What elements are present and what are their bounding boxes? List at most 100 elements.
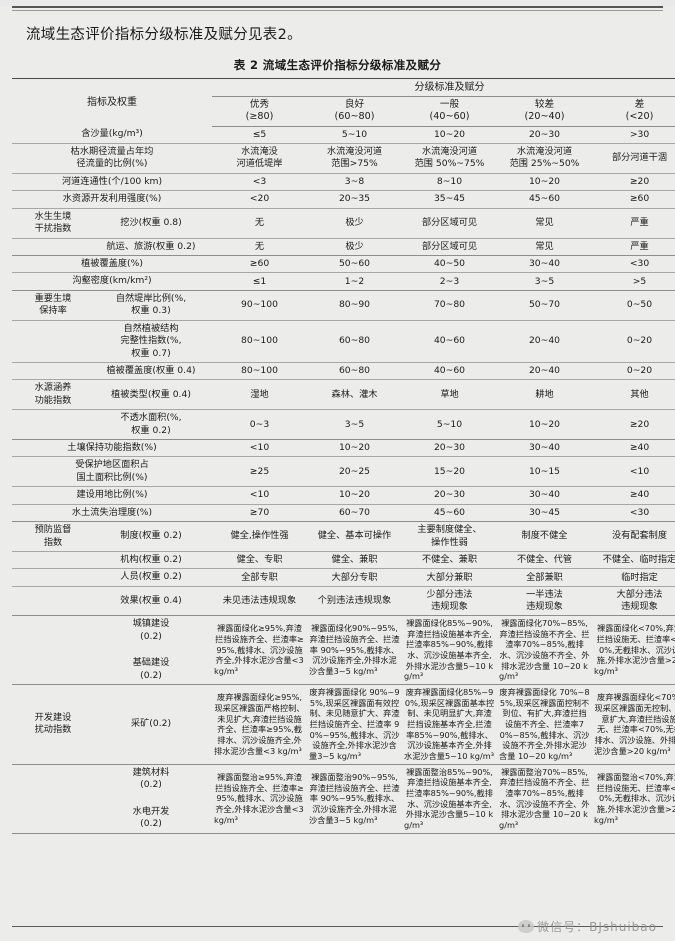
row-value: 健全、专职 — [212, 551, 307, 570]
dense-section-row: 建筑材料 (0.2) 水电开发 (0.2) 裸露面整治≥95%,弃渣拦挡设施齐全、拦渣率… — [12, 764, 675, 834]
row-value: ≤5 — [212, 126, 307, 145]
row-value-line: 35~45 — [433, 193, 466, 205]
row-value: 全部专职 — [212, 568, 307, 587]
row-value-line: >30 — [629, 128, 650, 140]
table-row: 重要生境 保持率 自然堤岸比例(%, 权重 0.3) 90~100 80~90 70~80 5… — [12, 290, 675, 321]
row-value-line: 严重 — [630, 240, 649, 252]
row-value-line: 50~70 — [528, 299, 561, 311]
row-value-line: 大部分违法 — [616, 588, 663, 600]
header-grade-good: 良好 (60~80) — [307, 96, 402, 127]
row-value-line: 森林、灌木 — [331, 388, 378, 400]
row-value-line: 20~35 — [338, 193, 371, 205]
row-value-line: 10~20 — [433, 128, 466, 140]
row-value: 8~10 — [402, 173, 497, 192]
row-label-line: 航运、旅游(权重 0.2) — [106, 240, 196, 252]
row-value: 水流淹没 河道低堤岸 — [212, 143, 307, 174]
row-label-line: 河道连通性(个/100 km) — [61, 175, 163, 187]
row-value-line: 健全、专职 — [236, 554, 283, 566]
row-value: 10~20 — [307, 486, 402, 505]
table-row: 建设用地比例(%) <10 10~20 20~30 30~40 ≥40 — [12, 486, 675, 505]
row-label: 含沙量(kg/m³) — [12, 126, 212, 145]
row-value: 严重 — [592, 208, 675, 239]
table-row: 含沙量(kg/m³) ≤5 5~10 10~20 20~30 >30 — [12, 126, 675, 145]
dense-sublabel-line: 建筑材料 — [132, 766, 170, 778]
row-label: 制度(权重 0.2) — [92, 530, 210, 542]
row-label-line: 植被覆盖度(权重 0.4) — [106, 364, 196, 376]
row-value-line: 40~50 — [433, 258, 466, 270]
row-label-line: 制度(权重 0.2) — [120, 530, 182, 542]
row-value-line: 范围 50%~75% — [414, 158, 485, 170]
dense-section-label-cell: 城镇建设 (0.2) 基础建设 (0.2) — [12, 616, 212, 686]
row-value: ≥60 — [212, 255, 307, 274]
row-value-line: 违规现象 — [526, 600, 563, 612]
row-value: 0~3 — [212, 409, 307, 441]
row-value-line: 20~30 — [433, 442, 466, 454]
row-value: 健全、基本可操作 — [307, 521, 402, 552]
table-row: 效果(权重 0.4) 未见违法违规现象 个别违法违规现象 少部分违法 违规现象 一半违法违… — [12, 586, 675, 617]
row-label-group: 效果(权重 0.4) — [12, 586, 212, 617]
dense-section-label-cell: 建筑材料 (0.2) 水电开发 (0.2) — [12, 764, 212, 834]
dense-sublabel-line: 采矿(0.2) — [130, 718, 172, 730]
row-value-line: 草地 — [440, 388, 459, 400]
grade-range: (<20) — [625, 111, 654, 123]
row-value-line: 45~60 — [433, 506, 466, 518]
row-value-line: 个别违法违规现象 — [317, 594, 392, 606]
dense-value: 裸露面整治<70%,弃渣拦挡设施无、拦渣率<70%,无截排水、沉沙设施,外排水泥… — [592, 764, 675, 834]
row-value-line: 15~20 — [433, 465, 466, 477]
dense-sublabel-line: 水电开发 — [132, 805, 170, 817]
row-value-line: 一半违法 — [526, 588, 563, 600]
row-value-line: <30 — [629, 258, 650, 270]
row-value-line: 1~2 — [344, 275, 365, 287]
row-label-line: 权重 0.7) — [131, 347, 171, 359]
row-value-line: ≥40 — [629, 489, 650, 501]
row-value-line: 严重 — [630, 217, 649, 229]
row-label-group: 人员(权重 0.2) — [12, 568, 212, 587]
row-label: 效果(权重 0.4) — [92, 595, 210, 607]
panda-icon — [518, 920, 535, 933]
row-value-line: 湿地 — [250, 388, 269, 400]
row-value-line: ≥60 — [249, 258, 270, 270]
row-value-line: 40~60 — [433, 335, 466, 347]
header-grade-average: 一般 (40~60) — [402, 96, 497, 127]
header-group-span: 分级标准及赋分 — [212, 77, 675, 97]
row-label: 土壤保持功能指数(%) — [12, 439, 212, 458]
row-value-line: 河道低堤岸 — [236, 158, 283, 170]
row-value-line: 30~40 — [528, 442, 561, 454]
row-label-line: 国土面积比例(%) — [76, 471, 148, 483]
row-value-line: 0~50 — [626, 299, 653, 311]
row-value: <10 — [212, 439, 307, 458]
row-value: 20~40 — [497, 362, 592, 381]
row-value-line: 制度不健全 — [521, 530, 568, 542]
header-grade-excellent: 优秀 (≥80) — [212, 96, 307, 127]
row-value-line: 20~40 — [528, 335, 561, 347]
row-value: 不健全、代管 — [497, 551, 592, 570]
table-row: 机构(权重 0.2) 健全、专职 健全、兼职 不健全、兼职 不健全、代管 不健全、临时指定 — [12, 551, 675, 570]
row-value: 水流淹没河道 范围>75% — [307, 143, 402, 174]
row-value: 30~45 — [497, 504, 592, 523]
grade-range: (20~40) — [524, 111, 565, 123]
watermark-text: 微信号：BJshuibao — [537, 920, 657, 934]
row-value: 80~100 — [212, 362, 307, 381]
table-row: 人员(权重 0.2) 全部专职 大部分专职 大部分兼职 全部兼职 临时指定 — [12, 568, 675, 587]
evaluation-table-dense: 城镇建设 (0.2) 基础建设 (0.2) 裸露面绿化≥95%,弃渣拦挡设施齐全、拦渣率… — [12, 616, 675, 834]
row-value: 部分河道干涸 — [592, 143, 675, 174]
row-value-line: 5~10 — [341, 128, 368, 140]
row-value: 健全,操作性强 — [212, 521, 307, 552]
row-group-line: 干扰指数 — [34, 223, 72, 235]
table-body-simple: 含沙量(kg/m³) ≤5 5~10 10~20 20~30 >30 枯水期径流量占年均 径流… — [12, 126, 675, 617]
row-value: <20 — [212, 190, 307, 209]
row-value: 不健全、兼职 — [402, 551, 497, 570]
row-value: 大部分专职 — [307, 568, 402, 587]
row-value-line: 10~20 — [528, 418, 561, 430]
row-value: 80~90 — [307, 290, 402, 321]
table-caption: 表 2 流域生态评价指标分级标准及赋分 — [233, 57, 442, 72]
row-value: 40~50 — [402, 255, 497, 274]
row-value: 极少 — [307, 208, 402, 239]
row-value-line: ≤5 — [252, 128, 267, 140]
row-value-line: 0~3 — [249, 418, 270, 430]
row-value: >5 — [592, 272, 675, 291]
row-value: 不健全、临时指定 — [592, 551, 675, 570]
row-value-line: 水流淹没河道 — [326, 146, 383, 158]
row-value: 常见 — [497, 238, 592, 256]
row-value-line: 5~10 — [436, 418, 463, 430]
